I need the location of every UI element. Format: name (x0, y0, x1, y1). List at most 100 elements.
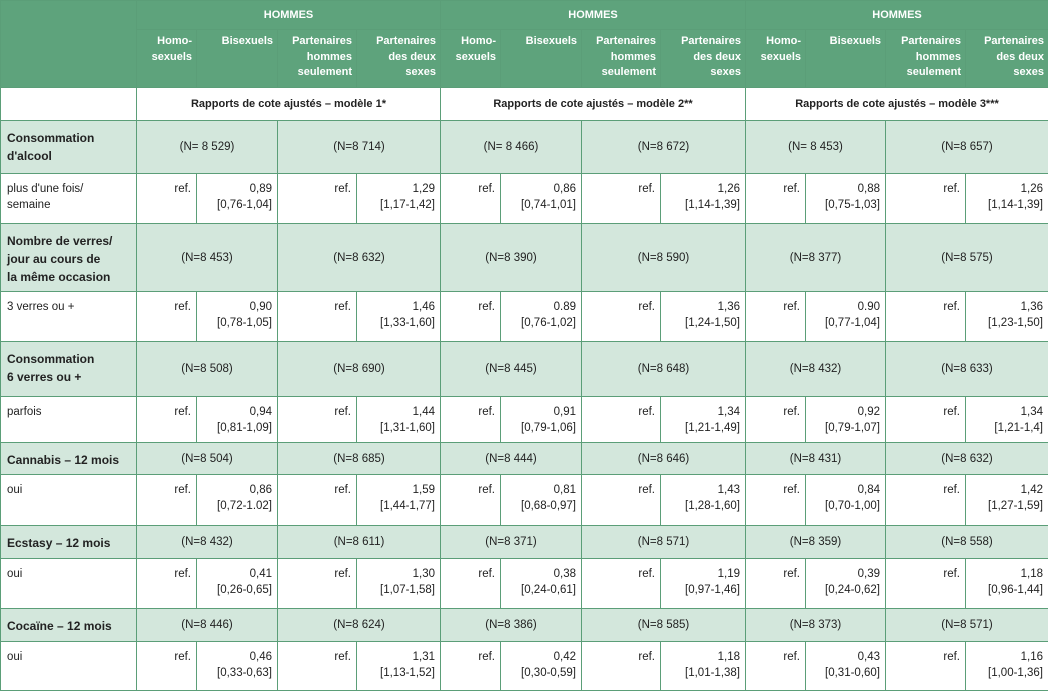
confidence-interval: [0,78-1,05] (217, 316, 272, 329)
odds-ratio: 1,18 (717, 651, 740, 663)
sample-size: (N=8 386) (440, 608, 582, 642)
odds-ratio-cell: 0,84 [0,70-1,00] (805, 474, 886, 526)
sample-size: (N=8 504) (136, 442, 278, 475)
odds-ratio: 0,86 (249, 484, 272, 496)
sample-size: (N=8 453) (136, 223, 278, 292)
sample-size: (N=8 575) (885, 223, 1048, 292)
odds-ratio-cell: 0,90 [0,78-1,05] (196, 291, 278, 342)
odds-ratio: 0,39 (857, 568, 880, 580)
sample-size: (N=8 446) (136, 608, 278, 642)
odds-ratio-cell: 0.90 [0,77-1,04] (805, 291, 886, 342)
confidence-interval: [1,27-1,59] (988, 499, 1043, 512)
odds-ratio-cell: 1,43 [1,28-1,60] (660, 474, 746, 526)
ref-cell: ref. (581, 291, 661, 342)
item-label: parfois (0, 396, 137, 443)
odds-ratio: 0,43 (857, 651, 880, 663)
sample-size: (N=8 377) (745, 223, 886, 292)
odds-ratio-cell: 0,94 [0,81-1,09] (196, 396, 278, 443)
ref-cell: ref. (277, 641, 357, 691)
sample-size: (N=8 432) (136, 525, 278, 559)
ref-cell: ref. (136, 396, 197, 443)
subcolumn-header: Homo- sexuels (440, 29, 501, 88)
odds-ratio-cell: 1,42 [1,27-1,59] (965, 474, 1048, 526)
category-label: Nombre de verres/ jour au cours de la mê… (0, 223, 137, 292)
ref-cell: ref. (885, 558, 966, 609)
sample-size: (N=8 445) (440, 341, 582, 397)
sample-size: (N=8 632) (885, 442, 1048, 475)
category-label: Cannabis – 12 mois (0, 442, 137, 475)
sample-size: (N=8 371) (440, 525, 582, 559)
confidence-interval: [0,96-1,44] (988, 583, 1043, 596)
ref-cell: ref. (277, 558, 357, 609)
confidence-interval: [0,33-0,63] (217, 666, 272, 679)
confidence-interval: [0,70-1,00] (825, 499, 880, 512)
odds-ratio-cell: 0,38 [0,24-0,61] (500, 558, 582, 609)
value-row: 3 verres ou + ref. 0,90 [0,78-1,05] ref. 1,46… (0, 291, 1048, 342)
odds-ratio: 1,34 (717, 406, 740, 418)
ref-cell: ref. (440, 474, 501, 526)
odds-ratio-cell: 1,18 [1,01-1,38] (660, 641, 746, 691)
sample-size: (N=8 646) (581, 442, 746, 475)
confidence-interval: [1,28-1,60] (685, 499, 740, 512)
ref-cell: ref. (136, 641, 197, 691)
group-header: HOMMES (440, 0, 746, 30)
sample-size: (N=8 571) (581, 525, 746, 559)
ref-cell: ref. (745, 474, 806, 526)
model-row-spacer (0, 87, 137, 121)
odds-ratio-cell: 0,43 [0,31-0,60] (805, 641, 886, 691)
sample-size: (N=8 632) (277, 223, 441, 292)
sample-size: (N=8 359) (745, 525, 886, 559)
confidence-interval: [0,79-1,07] (825, 421, 880, 434)
sample-size: (N=8 431) (745, 442, 886, 475)
value-row: oui ref. 0,46 [0,33-0,63] ref. 1,31 [1,13-1,52… (0, 641, 1048, 691)
ref-cell: ref. (745, 396, 806, 443)
ref-cell: ref. (581, 558, 661, 609)
item-label: oui (0, 641, 137, 691)
confidence-interval: [1,17-1,42] (380, 198, 435, 211)
odds-ratio-cell: 1,19 [0,97-1,46] (660, 558, 746, 609)
subcolumn-header: Partenaires hommes seulement (885, 29, 966, 88)
odds-ratio: 1,30 (412, 568, 435, 580)
confidence-interval: [0,72-1.02] (217, 499, 272, 512)
odds-ratio: 0,94 (249, 406, 272, 418)
odds-ratio-cell: 0,41 [0,26-0,65] (196, 558, 278, 609)
subcolumn-header: Bisexuels (805, 29, 886, 88)
confidence-interval: [0,76-1,02] (521, 316, 576, 329)
confidence-interval: [0,24-0,62] (825, 583, 880, 596)
odds-ratio: 0,84 (857, 484, 880, 496)
category-label: Cocaïne – 12 mois (0, 608, 137, 642)
model-label: Rapports de cote ajustés – modèle 3*** (745, 87, 1048, 121)
odds-ratio: 1,42 (1020, 484, 1043, 496)
confidence-interval: [1,00-1,36] (988, 666, 1043, 679)
value-row: parfois ref. 0,94 [0,81-1,09] ref. 1,44 [1,31-… (0, 396, 1048, 443)
odds-ratio: 0.90 (857, 301, 880, 313)
subcolumn-header: Homo- sexuels (136, 29, 197, 88)
odds-ratio-cell: 1,36 [1,23-1,50] (965, 291, 1048, 342)
ref-cell: ref. (745, 558, 806, 609)
odds-ratio: 1,36 (1020, 301, 1043, 313)
ref-cell: ref. (136, 173, 197, 224)
odds-ratio-cell: 1,26 [1,14-1,39] (965, 173, 1048, 224)
sample-size: (N=8 390) (440, 223, 582, 292)
sample-size: (N=8 624) (277, 608, 441, 642)
sample-size: (N=8 648) (581, 341, 746, 397)
confidence-interval: [0,77-1,04] (825, 316, 880, 329)
odds-ratio-cell: 1,30 [1,07-1,58] (356, 558, 441, 609)
item-label: oui (0, 474, 137, 526)
odds-ratio: 0,41 (249, 568, 272, 580)
item-label: plus d'une fois/ semaine (0, 173, 137, 224)
odds-ratio: 1,31 (412, 651, 435, 663)
odds-ratio: 1,26 (1020, 183, 1043, 195)
ref-cell: ref. (885, 474, 966, 526)
odds-ratio: 0,81 (553, 484, 576, 496)
confidence-interval: [1,23-1,50] (988, 316, 1043, 329)
confidence-interval: [1,31-1,60] (380, 421, 435, 434)
odds-ratio: 1,44 (412, 406, 435, 418)
value-row: plus d'une fois/ semaine ref. 0,89 [0,76-1,… (0, 173, 1048, 224)
confidence-interval: [0,81-1,09] (217, 421, 272, 434)
ref-cell: ref. (885, 291, 966, 342)
odds-ratio: 1,18 (1020, 568, 1043, 580)
odds-ratio-cell: 0,91 [0,79-1,06] (500, 396, 582, 443)
odds-ratio: 0,46 (249, 651, 272, 663)
odds-ratio: 0,89 (249, 183, 272, 195)
